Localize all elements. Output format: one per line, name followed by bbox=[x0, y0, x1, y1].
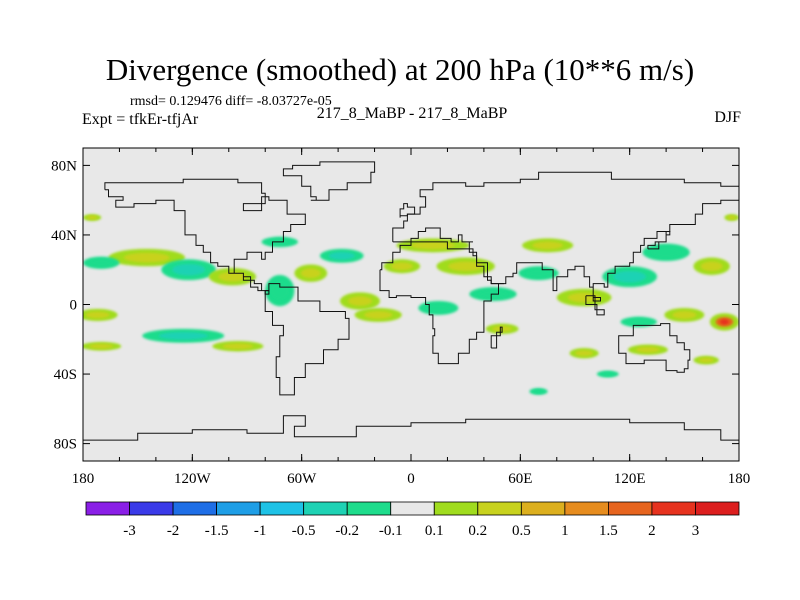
colorbar-label-3: -1 bbox=[254, 523, 267, 539]
field-blob-core-4 bbox=[85, 311, 110, 319]
x-tick-label-5: 120E bbox=[614, 471, 646, 487]
colorbar-label-10: 1 bbox=[561, 523, 569, 539]
coastlines bbox=[83, 161, 739, 441]
colorbar-label-5: -0.2 bbox=[335, 523, 359, 539]
x-tick-label-0: 180 bbox=[72, 471, 95, 487]
field-blob-core-31 bbox=[698, 357, 714, 363]
colorbar: -3 -2 -1.5 -1 -0.5 -0.2 -0.1 0.1 0.2 0.5 1 1.5 2 3 bbox=[85, 501, 740, 539]
field-blob-core-18 bbox=[426, 304, 451, 312]
field-blob-core-3 bbox=[90, 259, 113, 267]
field-blob-core-6 bbox=[89, 343, 114, 349]
y-axis: 80N 40N 0 40S 80S bbox=[51, 158, 739, 453]
field-blob-core-8 bbox=[271, 281, 289, 300]
y-tick-label-0: 80N bbox=[51, 158, 77, 174]
colorbar-swatch-13 bbox=[651, 501, 696, 516]
colorbar-swatch-10 bbox=[520, 501, 566, 516]
colorbar-label-2: -1.5 bbox=[205, 523, 229, 539]
field-blob-core-35 bbox=[601, 372, 615, 376]
run-label: 217_8_MaBP - 217_8_MaBP bbox=[316, 105, 508, 122]
field-blob-core-27 bbox=[672, 311, 697, 319]
x-tick-label-3: 0 bbox=[407, 471, 415, 487]
x-tick-label-6: 180 bbox=[728, 471, 751, 487]
field-blob-core-28 bbox=[627, 319, 650, 325]
y-tick-label-1: 40N bbox=[51, 228, 77, 244]
colorbar-swatch-6 bbox=[346, 501, 392, 516]
field-blob-core-33 bbox=[727, 215, 737, 220]
coastline-0 bbox=[104, 178, 306, 295]
field-blob-core-16 bbox=[448, 261, 484, 272]
colorbar-swatch-1 bbox=[129, 501, 174, 516]
colorbar-label-13: 3 bbox=[692, 523, 700, 539]
colorbar-label-12: 2 bbox=[648, 523, 656, 539]
x-tick-label-2: 60W bbox=[287, 471, 317, 487]
coastline-4 bbox=[618, 323, 691, 373]
chart-title: Divergence (smoothed) at 200 hPa (10**6 … bbox=[105, 52, 695, 87]
field-blob-core-9 bbox=[300, 268, 321, 278]
field-blob-core-20 bbox=[532, 241, 563, 250]
field-blob-core-32 bbox=[86, 215, 98, 220]
season-label: DJF bbox=[714, 109, 741, 126]
field-blob-core-24 bbox=[651, 247, 681, 258]
colorbar-swatch-14 bbox=[695, 501, 740, 516]
field-blob-core-5 bbox=[158, 331, 208, 340]
colorbar-swatch-4 bbox=[259, 501, 305, 516]
y-tick-label-4: 80S bbox=[54, 437, 77, 453]
colorbar-label-1: -2 bbox=[167, 523, 180, 539]
stats-label: rmsd= 0.129476 diff= -8.03727e-05 bbox=[130, 94, 332, 109]
colorbar-swatch-11 bbox=[564, 501, 609, 516]
colorbar-label-8: 0.2 bbox=[468, 523, 487, 539]
colorbar-label-6: -0.1 bbox=[379, 523, 403, 539]
field-blob-core-7 bbox=[222, 343, 254, 350]
coastline-3 bbox=[379, 241, 504, 365]
field-blob-core-11 bbox=[328, 251, 355, 260]
x-tick-label-4: 60E bbox=[508, 471, 532, 487]
colorbar-swatch-12 bbox=[608, 501, 653, 516]
colorbar-label-0: -3 bbox=[123, 523, 136, 539]
y-tick-label-2: 0 bbox=[70, 298, 78, 314]
field-blob-core-0 bbox=[123, 252, 170, 263]
coastline-1 bbox=[264, 283, 350, 396]
plot-background bbox=[83, 148, 739, 461]
colorbar-swatch-3 bbox=[216, 501, 261, 516]
field-blob-core-29 bbox=[575, 350, 593, 357]
colorbar-swatch-2 bbox=[172, 501, 217, 516]
field-blob-core-1 bbox=[172, 263, 206, 276]
colorbar-swatch-9 bbox=[477, 501, 522, 516]
y-tick-label-3: 40S bbox=[54, 367, 77, 383]
field-blob-core-21 bbox=[526, 269, 551, 278]
coastline-7 bbox=[490, 326, 503, 349]
coastline-6 bbox=[399, 203, 416, 218]
field-blob-core-14 bbox=[390, 262, 413, 271]
coastline-9 bbox=[585, 295, 605, 316]
colorbar-label-9: 0.5 bbox=[512, 523, 531, 539]
field-blob-core-25 bbox=[700, 261, 723, 272]
x-axis: 180 120W 60W 0 60E 120E 180 bbox=[72, 148, 751, 487]
field-blob-core-22 bbox=[567, 292, 601, 303]
experiment-label: Expt = tfkEr-tfjAr bbox=[82, 111, 199, 128]
colorbar-label-7: 0.1 bbox=[425, 523, 444, 539]
coastline-8 bbox=[647, 231, 671, 250]
field-blob-core-13 bbox=[363, 311, 393, 319]
coastline-2 bbox=[392, 171, 739, 302]
colorbar-swatch-7 bbox=[390, 501, 435, 516]
colorbar-swatch-0 bbox=[85, 501, 130, 516]
field-blob-core-30 bbox=[635, 346, 660, 353]
colorbar-swatch-5 bbox=[303, 501, 348, 516]
colorbar-label-11: 1.5 bbox=[599, 523, 618, 539]
field-blob-core-34 bbox=[533, 389, 545, 394]
colorbar-swatch-8 bbox=[433, 501, 479, 516]
colorbar-label-4: -0.5 bbox=[292, 523, 316, 539]
field-blob-core-23 bbox=[613, 270, 647, 283]
coastline-5 bbox=[282, 161, 376, 201]
x-tick-label-1: 120W bbox=[174, 471, 212, 487]
field-blob-core-2 bbox=[218, 271, 247, 282]
field-blob-core-12 bbox=[347, 296, 373, 306]
field-blob-core-15 bbox=[411, 241, 455, 250]
coastline-10 bbox=[83, 415, 739, 441]
field-blob-peak-26 bbox=[720, 319, 729, 325]
